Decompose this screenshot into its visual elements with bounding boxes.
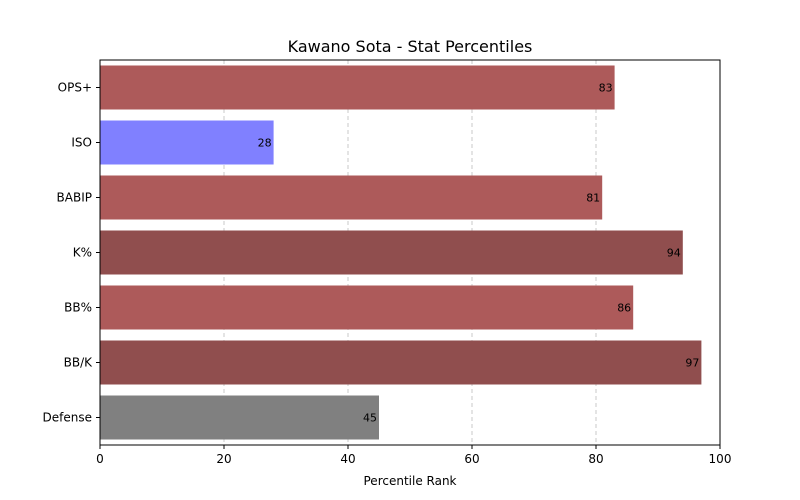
bar-value-label: 97 xyxy=(685,357,699,370)
bar xyxy=(100,395,379,440)
y-tick-label: ISO xyxy=(71,136,92,150)
bar-value-label: 45 xyxy=(363,412,377,425)
y-axis: OPS+ ISO BABIP K% BB% BB/K Defense xyxy=(43,81,100,425)
x-axis-label: Percentile Rank xyxy=(364,474,457,488)
bar xyxy=(100,230,683,275)
chart-title: Kawano Sota - Stat Percentiles xyxy=(288,37,533,56)
x-axis: 0 20 40 60 80 100 xyxy=(96,445,731,466)
x-tick-label: 80 xyxy=(588,452,603,466)
y-tick-label: K% xyxy=(73,246,92,260)
y-tick-label: OPS+ xyxy=(58,81,92,95)
bars-group: 83 28 81 94 86 97 45 xyxy=(100,65,702,440)
y-tick-label: BB/K xyxy=(64,356,94,370)
x-tick-label: 40 xyxy=(340,452,355,466)
y-tick-label: BB% xyxy=(64,301,92,315)
y-tick-label: BABIP xyxy=(57,191,92,205)
x-tick-label: 20 xyxy=(216,452,231,466)
y-tick-label: Defense xyxy=(43,411,92,425)
bar xyxy=(100,120,274,165)
bar xyxy=(100,65,615,110)
bar xyxy=(100,175,603,220)
x-tick-label: 0 xyxy=(96,452,104,466)
x-tick-label: 100 xyxy=(709,452,732,466)
bar-value-label: 86 xyxy=(617,302,631,315)
bar-value-label: 28 xyxy=(258,137,272,150)
bar xyxy=(100,340,702,385)
bar-value-label: 94 xyxy=(667,247,681,260)
bar xyxy=(100,285,634,330)
bar-value-label: 81 xyxy=(586,192,600,205)
bar-value-label: 83 xyxy=(599,82,613,95)
x-tick-label: 60 xyxy=(464,452,479,466)
